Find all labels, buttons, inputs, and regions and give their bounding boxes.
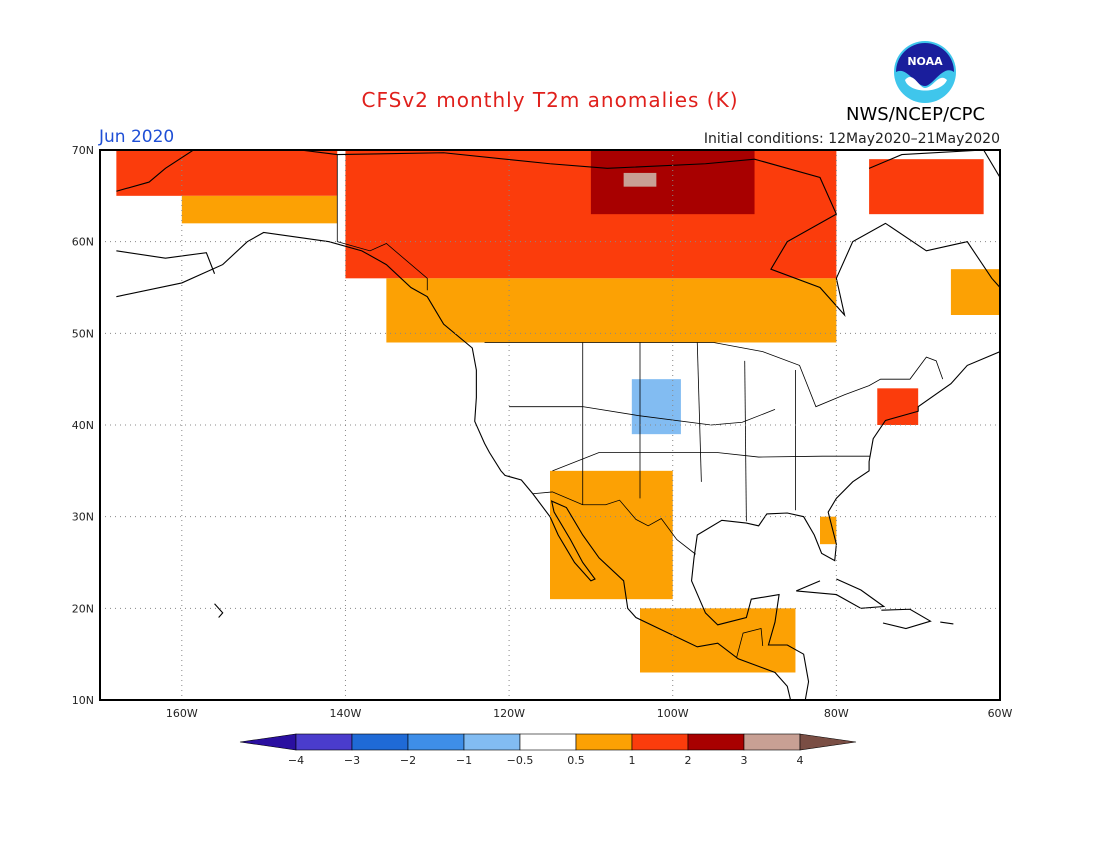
colorbar-label-6: 1	[629, 754, 636, 767]
lon-label-5: 60W	[988, 707, 1013, 720]
lat-label-2: 50N	[72, 327, 94, 340]
lon-label-3: 100W	[657, 707, 689, 720]
colorbar-cell-7	[687, 733, 745, 751]
colorbar-label-7: 2	[685, 754, 692, 767]
initial-conditions: Initial conditions: 12May2020–21May2020	[703, 131, 1000, 147]
colorbar-arrow-high	[799, 733, 857, 751]
coastline-5	[796, 578, 886, 609]
border-8	[696, 342, 702, 482]
border-3	[532, 491, 696, 555]
border-11	[736, 627, 764, 658]
lon-label-0: 160W	[166, 707, 198, 720]
colorbar-label-0: −4	[288, 754, 304, 767]
plot-frame	[99, 149, 1001, 701]
anomaly-region-1	[181, 195, 338, 224]
political-borders	[336, 154, 944, 658]
anomaly-region-9	[550, 470, 673, 600]
valid-month: Jun 2020	[99, 127, 175, 147]
lat-label-3: 40N	[72, 419, 94, 432]
colorbar-cell-5	[575, 733, 633, 751]
longitude-labels: 160W 140W 120W 100W 80W 60W	[166, 707, 1013, 720]
coastline-2	[116, 250, 216, 274]
latitude-labels: 70N 60N 50N 40N 30N 20N 10N	[72, 144, 94, 707]
colorbar-label-9: 4	[797, 754, 804, 767]
anomaly-region-11	[877, 388, 919, 425]
colorbar-cell-1	[351, 733, 409, 751]
colorbar: −4 −3 −2 −1 −0.5 0.5 1 2 3 4	[239, 733, 857, 767]
colorbar-label-2: −2	[400, 754, 416, 767]
coastline-6	[881, 608, 932, 630]
anomaly-region-5	[386, 278, 837, 343]
graticule	[100, 150, 1000, 700]
border-0	[484, 342, 944, 408]
colorbar-cell-4	[519, 733, 577, 751]
anomaly-region-8	[631, 379, 681, 435]
agency-label: NWS/NCEP/CPC	[846, 104, 986, 125]
lon-label-4: 80W	[824, 707, 849, 720]
logo-text: NOAA	[907, 55, 943, 68]
anomaly-region-4	[623, 172, 657, 187]
border-5	[552, 452, 870, 472]
map-title: CFSv2 monthly T2m anomalies (K)	[361, 88, 739, 112]
anomaly-region-3	[590, 150, 755, 215]
lon-label-1: 140W	[330, 707, 362, 720]
colorbar-label-8: 3	[741, 754, 748, 767]
lon-label-2: 120W	[493, 707, 525, 720]
colorbar-label-3: −1	[456, 754, 472, 767]
anomaly-region-10	[640, 608, 796, 673]
colorbar-cell-0	[295, 733, 353, 751]
coastline-7	[940, 621, 954, 625]
anomaly-region-7	[950, 269, 1000, 315]
lat-label-0: 70N	[72, 144, 94, 157]
border-9	[744, 360, 747, 522]
lat-label-4: 30N	[72, 511, 94, 524]
coastline-4	[214, 603, 224, 618]
colorbar-cell-6	[631, 733, 689, 751]
lat-label-1: 60N	[72, 236, 94, 249]
border-2	[337, 241, 428, 291]
border-4	[509, 406, 776, 426]
noaa-logo: NOAA	[893, 40, 957, 104]
coastline-3	[868, 150, 1000, 178]
lat-label-5: 20N	[72, 602, 94, 615]
coastline-0	[116, 150, 1000, 700]
colorbar-label-5: 0.5	[567, 754, 585, 767]
colorbar-cell-3	[463, 733, 521, 751]
anomaly-region-0	[116, 150, 338, 196]
colorbar-label-1: −3	[344, 754, 360, 767]
colorbar-cell-2	[407, 733, 465, 751]
colorbar-label-4: −0.5	[507, 754, 534, 767]
colorbar-arrow-low	[239, 733, 297, 751]
anomaly-region-12	[820, 516, 837, 545]
anomaly-region-6	[869, 159, 984, 215]
lat-label-6: 10N	[72, 694, 94, 707]
colorbar-cell-8	[743, 733, 801, 751]
